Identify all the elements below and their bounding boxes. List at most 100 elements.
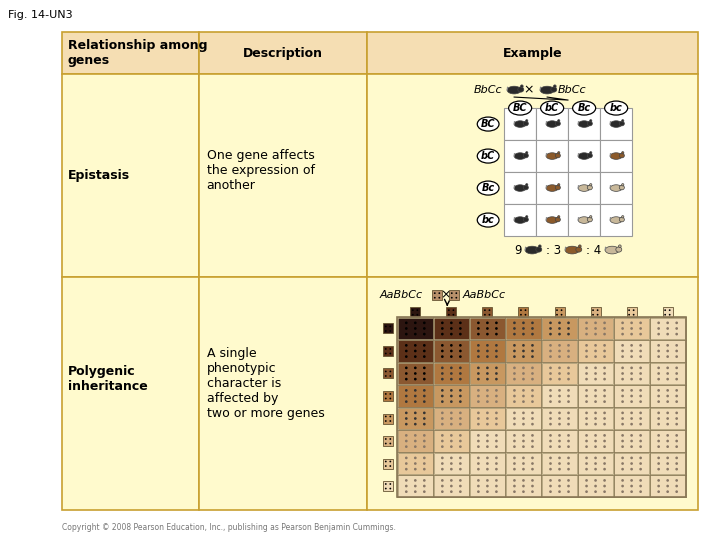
Ellipse shape — [390, 416, 391, 417]
Ellipse shape — [459, 372, 462, 375]
Bar — [578, 408, 613, 429]
Ellipse shape — [557, 215, 560, 218]
Ellipse shape — [414, 468, 417, 470]
Ellipse shape — [657, 355, 660, 358]
Ellipse shape — [450, 344, 453, 347]
Text: AaBbCc: AaBbCc — [462, 290, 505, 300]
Ellipse shape — [549, 378, 552, 381]
Ellipse shape — [675, 389, 678, 392]
Ellipse shape — [459, 456, 462, 459]
Ellipse shape — [578, 245, 581, 247]
Ellipse shape — [484, 314, 486, 315]
Ellipse shape — [549, 367, 552, 369]
Ellipse shape — [675, 327, 678, 330]
Text: Copyright © 2008 Pearson Education, Inc., publishing as Pearson Benjamin Cumming: Copyright © 2008 Pearson Education, Inc.… — [62, 523, 396, 532]
Ellipse shape — [414, 395, 417, 397]
Ellipse shape — [513, 479, 516, 482]
Bar — [650, 363, 685, 384]
Ellipse shape — [405, 378, 408, 381]
Ellipse shape — [423, 395, 426, 397]
Ellipse shape — [441, 446, 444, 448]
Ellipse shape — [603, 423, 606, 426]
Ellipse shape — [546, 217, 558, 224]
Ellipse shape — [630, 372, 633, 375]
Ellipse shape — [390, 420, 391, 422]
Ellipse shape — [558, 321, 561, 324]
Ellipse shape — [405, 490, 408, 493]
Ellipse shape — [450, 440, 453, 442]
Text: bc: bc — [482, 215, 495, 225]
Ellipse shape — [619, 122, 624, 126]
Ellipse shape — [477, 468, 480, 470]
Ellipse shape — [531, 333, 534, 335]
Ellipse shape — [603, 372, 606, 375]
Ellipse shape — [657, 395, 660, 397]
Ellipse shape — [666, 333, 669, 335]
Bar — [578, 363, 613, 384]
Ellipse shape — [621, 372, 624, 375]
Text: ×: × — [523, 84, 534, 97]
Ellipse shape — [385, 375, 387, 377]
Ellipse shape — [610, 121, 622, 127]
Ellipse shape — [486, 400, 489, 403]
Ellipse shape — [567, 456, 570, 459]
Ellipse shape — [603, 333, 606, 335]
Ellipse shape — [513, 344, 516, 347]
Ellipse shape — [477, 389, 480, 392]
Ellipse shape — [450, 446, 453, 448]
Ellipse shape — [405, 434, 408, 437]
Ellipse shape — [621, 434, 624, 437]
Ellipse shape — [486, 423, 489, 426]
Ellipse shape — [567, 479, 570, 482]
Ellipse shape — [423, 344, 426, 347]
Ellipse shape — [594, 417, 597, 420]
Bar — [383, 368, 393, 379]
Ellipse shape — [594, 434, 597, 437]
Ellipse shape — [555, 217, 560, 222]
Bar — [470, 318, 505, 339]
Ellipse shape — [666, 417, 669, 420]
Bar — [62, 74, 199, 277]
Text: : 4: : 4 — [586, 244, 601, 256]
Ellipse shape — [448, 314, 450, 315]
Ellipse shape — [590, 120, 592, 122]
Ellipse shape — [588, 153, 593, 158]
Ellipse shape — [513, 490, 516, 493]
Ellipse shape — [477, 411, 480, 414]
Ellipse shape — [639, 462, 642, 465]
Ellipse shape — [423, 462, 426, 465]
Ellipse shape — [618, 245, 621, 247]
Ellipse shape — [666, 468, 669, 470]
Ellipse shape — [549, 389, 552, 392]
Ellipse shape — [531, 400, 534, 403]
Ellipse shape — [450, 490, 453, 493]
Ellipse shape — [597, 314, 598, 315]
Ellipse shape — [549, 490, 552, 493]
Ellipse shape — [603, 378, 606, 381]
Ellipse shape — [531, 389, 534, 392]
Ellipse shape — [531, 434, 534, 437]
Ellipse shape — [639, 468, 642, 470]
Ellipse shape — [405, 411, 408, 414]
Ellipse shape — [558, 440, 561, 442]
Ellipse shape — [459, 321, 462, 324]
Ellipse shape — [621, 215, 624, 218]
Ellipse shape — [405, 327, 408, 330]
Ellipse shape — [459, 400, 462, 403]
Ellipse shape — [513, 434, 516, 437]
Ellipse shape — [639, 479, 642, 482]
Ellipse shape — [522, 349, 525, 352]
Text: BC: BC — [481, 119, 495, 129]
Bar — [536, 108, 568, 140]
Bar — [542, 363, 577, 384]
Ellipse shape — [526, 215, 528, 218]
Ellipse shape — [459, 349, 462, 352]
Ellipse shape — [495, 400, 498, 403]
Ellipse shape — [639, 344, 642, 347]
Ellipse shape — [531, 485, 534, 488]
Ellipse shape — [405, 395, 408, 397]
Ellipse shape — [590, 184, 592, 186]
Ellipse shape — [621, 456, 624, 459]
Bar — [199, 74, 367, 277]
Ellipse shape — [666, 321, 669, 324]
